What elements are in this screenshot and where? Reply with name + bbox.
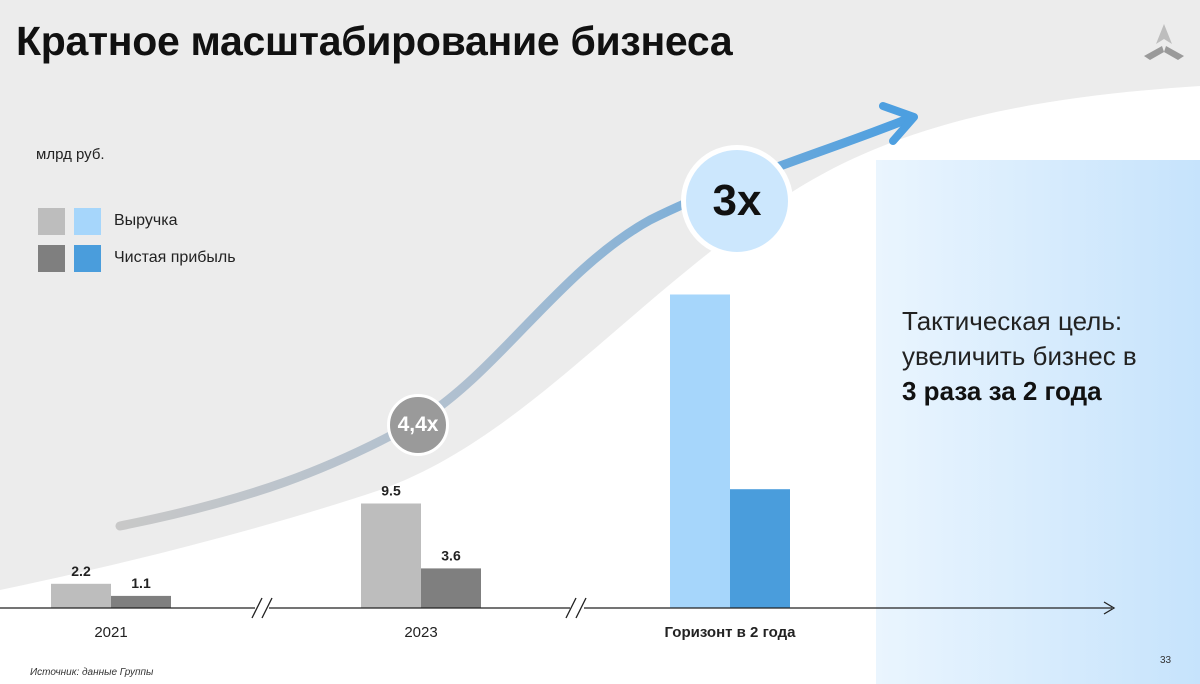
bar-revenue-0 <box>51 583 111 608</box>
bar-net-profit-2 <box>730 489 790 608</box>
tactical-goal: Тактическая цель: увеличить бизнес в 3 р… <box>902 304 1137 409</box>
company-logo-icon <box>1144 24 1184 60</box>
axis-break-2 <box>565 597 587 619</box>
tactical-goal-line-2: увеличить бизнес в <box>902 341 1137 371</box>
bar-revenue-2 <box>670 294 730 608</box>
slide-title: Кратное масштабирование бизнеса <box>16 18 733 64</box>
labels-group: 2.2 9.5 1.1 3.6 2021 2023 Горизонт в 2 года <box>71 483 796 642</box>
legend-swatch-profit-target <box>74 245 101 272</box>
legend-swatch-profit-past <box>38 245 65 272</box>
x-tick-label-2: Горизонт в 2 года <box>665 624 797 641</box>
data-label-net-profit-1: 3.6 <box>441 547 461 563</box>
legend-swatch-revenue-target <box>74 208 101 235</box>
growth-arrowhead <box>879 102 918 145</box>
data-label-revenue-1: 9.5 <box>381 483 401 499</box>
bars-group <box>51 294 790 608</box>
tactical-goal-line-3: 3 раза за 2 года <box>902 376 1102 406</box>
multiplier-badge-3x: 3x <box>681 145 793 257</box>
x-tick-label-1: 2023 <box>404 624 437 641</box>
data-label-net-profit-0: 1.1 <box>131 575 151 591</box>
data-label-revenue-0: 2.2 <box>71 563 91 579</box>
right-panel <box>876 160 1200 684</box>
bar-net-profit-0 <box>111 595 171 608</box>
grey-swoosh <box>0 0 1200 590</box>
legend-label: Чистая прибыль <box>114 249 236 266</box>
legend-swatch-revenue-past <box>38 208 65 235</box>
unit-label: млрд руб. <box>36 146 105 163</box>
bar-net-profit-1 <box>421 568 481 608</box>
x-tick-label-0: 2021 <box>94 624 127 641</box>
multiplier-badge-4-4x: 4,4x <box>387 394 449 456</box>
axis-break-1 <box>251 597 273 619</box>
tactical-goal-line-1: Тактическая цель: <box>902 306 1123 336</box>
source-note: Источник: данные Группы <box>30 667 154 678</box>
page-number: 33 <box>1160 655 1172 666</box>
bar-revenue-1 <box>361 503 421 608</box>
legend-label: Выручка <box>114 212 178 229</box>
x-axis-arrowhead <box>1103 601 1116 615</box>
